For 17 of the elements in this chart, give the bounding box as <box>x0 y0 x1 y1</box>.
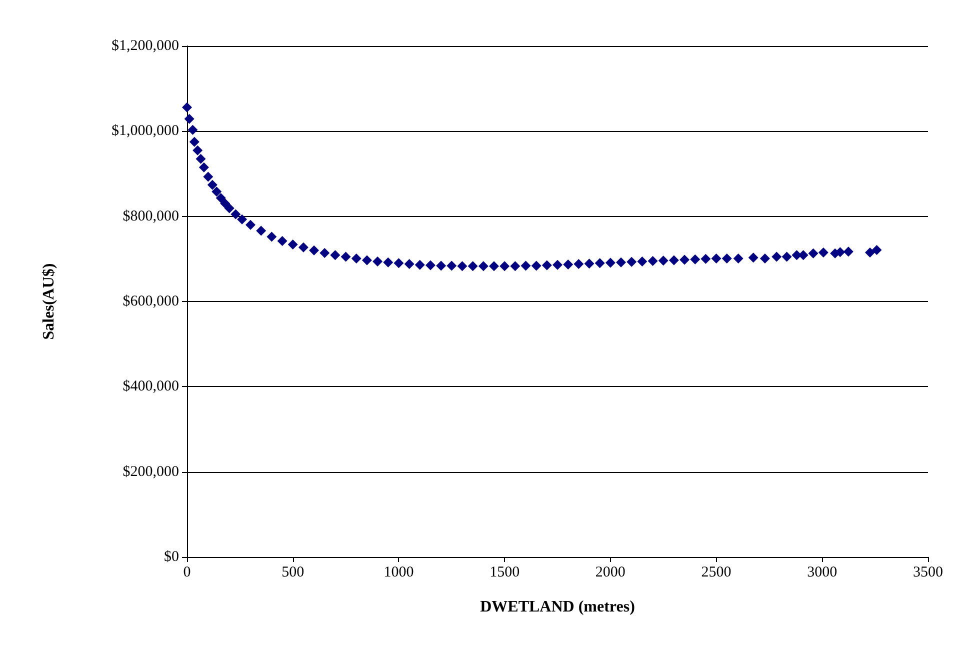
y-tick-label: $1,200,000 <box>112 38 179 54</box>
x-tick-label: 0 <box>183 564 191 580</box>
y-tick-label: $1,000,000 <box>112 123 179 140</box>
x-tick-label: 1000 <box>384 564 414 580</box>
x-axis-title: DWETLAND (metres) <box>480 598 635 616</box>
y-tick-label: $600,000 <box>122 294 179 310</box>
x-tick-label: 1500 <box>490 564 520 580</box>
y-axis-title: Sales(AU$) <box>40 263 58 340</box>
y-tick-label: $200,000 <box>122 464 179 480</box>
y-tick-label: $400,000 <box>122 378 179 395</box>
y-tick-label: $0 <box>164 549 179 565</box>
y-tick-label: $800,000 <box>122 208 179 224</box>
x-tick-label: 500 <box>282 564 304 580</box>
x-tick-label: 2000 <box>595 564 626 580</box>
x-tick-label: 3500 <box>913 564 943 580</box>
x-tick-label: 3000 <box>807 564 838 580</box>
x-tick-label: 2500 <box>701 564 732 580</box>
